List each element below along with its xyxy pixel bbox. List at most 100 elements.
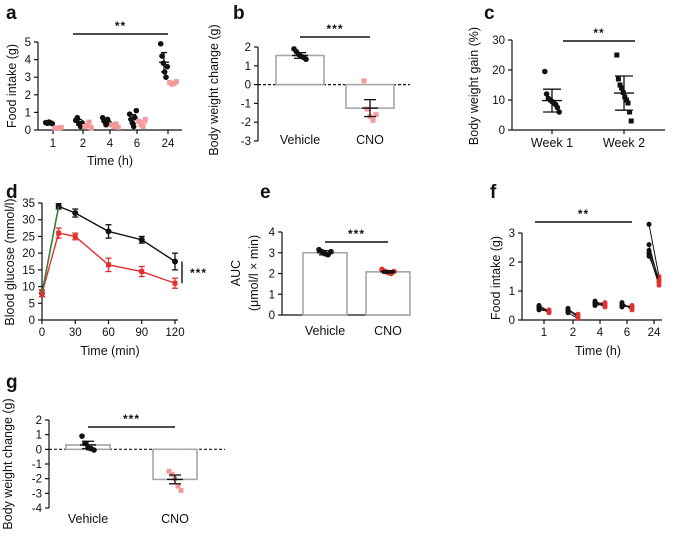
vehicle-point — [565, 305, 571, 311]
y-tick-label: 0 — [269, 310, 275, 322]
y-tick-label: 25 — [22, 231, 35, 243]
panel-d: d 0 5 10 15 20 25 30 35 0 30 60 90 120 Time (min) Blood… — [3, 182, 207, 358]
panel-label: c — [484, 3, 495, 24]
cno-point — [178, 487, 184, 493]
vehicle-point — [133, 107, 140, 114]
cno-point — [72, 233, 78, 239]
vehicle-point — [79, 433, 85, 439]
cno-point — [629, 307, 635, 313]
y-axis-label: Body weight change (g) — [207, 24, 221, 155]
week2-point — [617, 82, 623, 88]
cno-point — [629, 303, 635, 308]
y-tick-label: -2 — [32, 474, 42, 486]
x-category-label: Vehicle — [305, 324, 345, 338]
cno-point — [361, 78, 367, 84]
vehicle-line — [41, 205, 176, 294]
week2-point — [625, 100, 631, 106]
week2-point — [614, 52, 620, 58]
y-tick-label: 3 — [509, 228, 515, 240]
y-tick-label: -3 — [32, 488, 42, 500]
y-axis-label: Body weight change (g) — [1, 398, 15, 529]
vehicle-point — [619, 304, 625, 310]
x-tick-label: 2 — [80, 138, 86, 150]
y-tick-label: 1 — [509, 286, 515, 298]
y-tick-label: 2 — [269, 269, 275, 281]
x-tick-label: 120 — [165, 327, 184, 339]
vehicle-point — [157, 40, 164, 47]
y-tick-label: 5 — [29, 298, 35, 310]
y-tick-label: 1 — [269, 289, 275, 301]
significance-label: ** — [115, 19, 126, 33]
x-tick-label: 1 — [50, 138, 56, 150]
cno-point — [142, 116, 148, 122]
x-tick-label: 1 — [541, 327, 547, 339]
cno-point — [84, 122, 90, 128]
cno-point — [173, 79, 179, 85]
cno-point — [115, 124, 121, 130]
cno-point — [575, 314, 581, 320]
cno-point — [106, 262, 111, 268]
y-tick-label: -1 — [32, 459, 42, 471]
significance-label: *** — [190, 266, 207, 280]
y-tick-label: -3 — [241, 136, 251, 148]
x-tick-label: 4 — [597, 327, 604, 339]
y-tick-label: 2 — [509, 257, 515, 269]
cno-point — [172, 280, 178, 286]
y-tick-label: 30 — [492, 35, 505, 47]
significance-label: ** — [578, 207, 589, 221]
y-tick-label: -2 — [241, 117, 251, 129]
y-tick-label: 2 — [245, 42, 251, 54]
x-category-label: Week 2 — [603, 136, 645, 150]
panel-label: g — [6, 372, 18, 393]
panel-label: b — [233, 3, 245, 24]
y-tick-label: 4 — [269, 227, 276, 239]
y-tick-label: 10 — [22, 282, 35, 294]
cno-point — [546, 310, 552, 316]
x-tick-label: 6 — [624, 327, 630, 339]
y-tick-label: 3 — [269, 248, 275, 260]
panel-label: f — [490, 182, 497, 203]
cno-point — [656, 278, 662, 284]
y-axis-label: AUC — [229, 260, 243, 286]
vehicle-point — [646, 253, 652, 259]
y-tick-label: 2 — [36, 415, 42, 427]
cno-point — [111, 123, 117, 129]
y-tick-label: 1 — [245, 61, 251, 73]
y-tick-label: 5 — [25, 37, 31, 49]
x-tick-label: 0 — [39, 327, 45, 339]
cno-point — [139, 269, 145, 275]
y-tick-label: 0 — [509, 315, 515, 327]
week2-point — [615, 76, 621, 82]
week2-point — [622, 94, 628, 100]
y-axis-label: Blood glucose (mmol/l) — [3, 198, 17, 325]
x-tick-label: 24 — [162, 138, 175, 150]
y-tick-label: -1 — [241, 98, 251, 110]
y-tick-label: 0 — [25, 125, 31, 137]
x-category-label: Week 1 — [531, 136, 573, 150]
vehicle-point — [130, 123, 137, 130]
cno-point — [175, 483, 181, 489]
bar-vehicle — [275, 54, 325, 86]
x-category-label: CNO — [374, 324, 402, 338]
vehicle-point — [565, 310, 571, 316]
y-tick-label: 0 — [245, 80, 251, 92]
panel-g: -4 -3 -2 -1 0 1 2 Vehicle CNO *** g Body weight cha… — [1, 372, 225, 530]
vehicle-point — [619, 300, 625, 306]
cno-point — [373, 112, 379, 118]
y-tick-label: 1 — [36, 430, 42, 442]
vehicle-point — [72, 210, 79, 217]
y-tick-label: 0 — [499, 125, 505, 137]
x-tick-label: 30 — [69, 327, 82, 339]
y-tick-label: 15 — [22, 265, 35, 277]
x-category-label: Vehicle — [68, 512, 108, 526]
y-tick-label: -4 — [32, 503, 43, 515]
y-tick-label: 2 — [25, 90, 31, 102]
vehicle-point — [138, 236, 145, 243]
x-category-label: Vehicle — [280, 133, 320, 147]
vehicle-point — [126, 111, 133, 117]
vehicle-point — [303, 56, 309, 63]
x-category-label: CNO — [161, 512, 189, 526]
